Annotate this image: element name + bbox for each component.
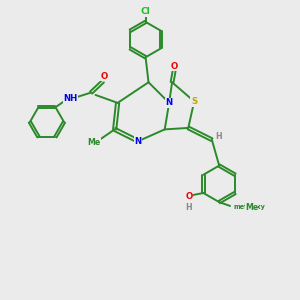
Text: Cl: Cl — [141, 7, 151, 16]
Text: H: H — [215, 132, 222, 141]
Text: O: O — [0, 299, 1, 300]
Text: N: N — [135, 137, 142, 146]
Text: Me: Me — [87, 138, 101, 147]
Text: O: O — [186, 192, 193, 201]
Text: Me: Me — [245, 203, 258, 212]
Text: N: N — [166, 98, 173, 107]
Text: methoxy: methoxy — [234, 204, 266, 210]
Text: O: O — [101, 72, 108, 81]
Text: H: H — [185, 203, 192, 212]
Text: S: S — [191, 97, 197, 106]
Text: O: O — [171, 61, 178, 70]
Text: NH: NH — [63, 94, 78, 103]
